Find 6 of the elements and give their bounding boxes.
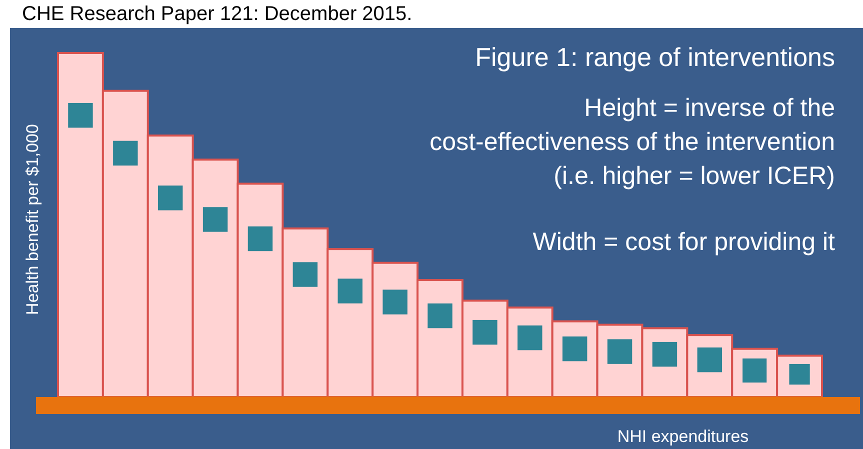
y-axis-title: Health benefit per $1,000 bbox=[23, 124, 42, 315]
x-axis-title: NHI expenditures bbox=[617, 427, 749, 446]
annotation: Width = cost for providing it bbox=[532, 228, 836, 256]
text: CHE Research Paper 121: December 2015. bbox=[22, 3, 412, 25]
chart-title: Figure 1: range of interventions bbox=[475, 42, 835, 72]
annotation: Height = inverse of the cost-effectiveness of the intervention (i.e. higher = lower ICER) bbox=[430, 94, 835, 190]
